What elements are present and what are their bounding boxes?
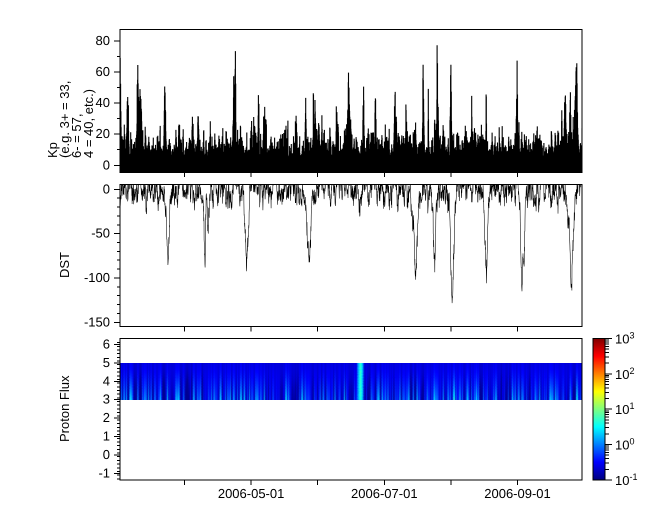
svg-text:100: 100 [615,437,634,453]
svg-text:-1: -1 [98,465,110,480]
svg-text:-100: -100 [84,270,110,285]
svg-text:20: 20 [96,126,110,141]
svg-text:6: 6 [103,336,110,351]
svg-text:-150: -150 [84,314,110,329]
svg-text:2006-07-01: 2006-07-01 [351,486,418,501]
svg-text:-50: -50 [91,226,110,241]
svg-text:5: 5 [103,355,110,370]
svg-text:80: 80 [96,33,110,48]
svg-text:0: 0 [103,181,110,196]
svg-text:2006-05-01: 2006-05-01 [218,486,285,501]
svg-text:3: 3 [103,392,110,407]
svg-text:10-1: 10-1 [615,472,637,488]
svg-text:60: 60 [96,64,110,79]
svg-text:40: 40 [96,95,110,110]
svg-text:102: 102 [615,366,634,382]
svg-text:2006-09-01: 2006-09-01 [484,486,551,501]
svg-text:101: 101 [615,401,634,417]
svg-text:2: 2 [103,410,110,425]
svg-text:0: 0 [103,447,110,462]
svg-text:1: 1 [103,428,110,443]
svg-text:0: 0 [103,157,110,172]
svg-text:103: 103 [615,330,634,346]
svg-text:4: 4 [103,373,110,388]
